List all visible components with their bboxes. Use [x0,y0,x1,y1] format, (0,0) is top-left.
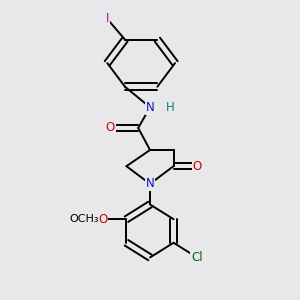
Text: O: O [98,213,107,226]
Text: H: H [166,101,175,114]
Text: OCH₃: OCH₃ [69,214,98,224]
Text: O: O [193,160,202,173]
Text: N: N [146,177,154,190]
Text: O: O [106,122,115,134]
Text: N: N [146,101,154,114]
Text: I: I [106,13,109,26]
Text: Cl: Cl [191,251,203,264]
Text: N: N [146,101,154,114]
